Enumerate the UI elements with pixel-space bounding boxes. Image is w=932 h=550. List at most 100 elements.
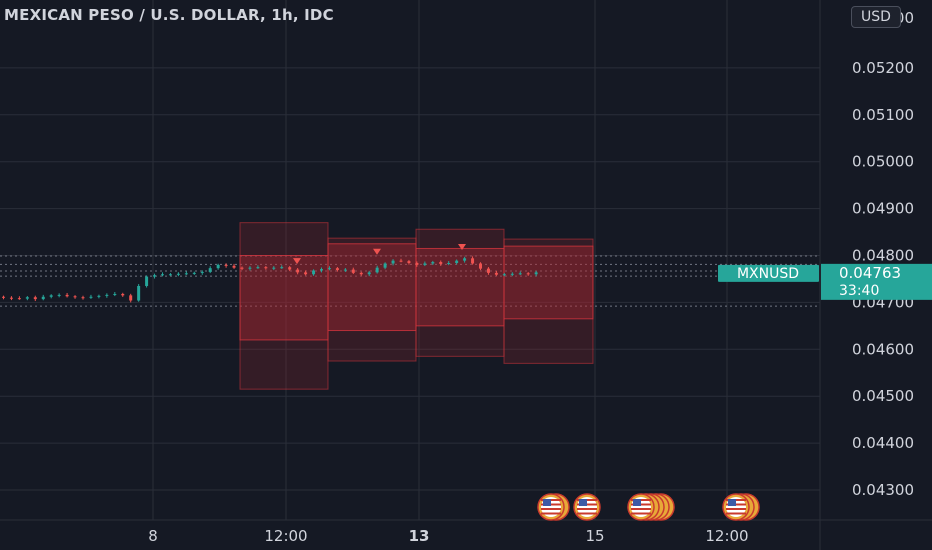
symbol-tag-label: MXNUSD [737, 266, 799, 282]
flag-stripe [577, 508, 597, 510]
candle-body [423, 263, 427, 265]
forecast-zone-outer [327, 237, 417, 362]
candle-body [200, 271, 204, 273]
candle [192, 271, 196, 275]
candle-body [248, 267, 252, 269]
bar-countdown-label: 33:40 [839, 283, 879, 299]
candle [399, 258, 403, 263]
candle [161, 272, 164, 277]
flag-stripe [631, 508, 651, 510]
candle [81, 295, 85, 300]
candle-body [415, 263, 419, 265]
candle [200, 270, 204, 275]
candle-body [320, 269, 323, 271]
currency-button[interactable]: USD [851, 6, 901, 28]
flag-stripe [541, 508, 561, 510]
candle-body [121, 293, 125, 296]
event-group[interactable] [573, 493, 601, 521]
candle-body [208, 268, 212, 272]
candle [137, 284, 141, 302]
candle [304, 270, 308, 276]
candle-body [81, 297, 85, 299]
candle-body [153, 275, 157, 277]
candle-body [288, 267, 292, 270]
y-tick-label: 0.04800 [852, 247, 914, 265]
candle-body [327, 268, 331, 270]
candle [359, 271, 363, 276]
forecast-zone[interactable] [415, 228, 505, 357]
candle-body [73, 296, 77, 298]
candle-body [383, 263, 387, 268]
candle [335, 266, 339, 272]
candle-body [65, 294, 69, 297]
sell-signal-arrow [458, 244, 466, 251]
flag-stripe [631, 512, 651, 515]
forecast-zone-outer [503, 238, 594, 364]
candle [494, 270, 498, 276]
candle-body [176, 273, 180, 275]
candle-body [272, 267, 276, 269]
candle [129, 293, 133, 303]
candle [327, 266, 331, 271]
candle [526, 272, 530, 276]
candle [471, 256, 475, 265]
event-group[interactable] [627, 493, 675, 521]
forecast-zone-inner [415, 247, 505, 327]
y-tick-label: 0.04500 [852, 387, 914, 405]
candle [153, 273, 157, 279]
candle [486, 267, 490, 275]
candle [510, 272, 514, 277]
flag-canton [633, 499, 641, 506]
candle-body [161, 274, 164, 276]
flag-stripe [726, 508, 746, 510]
last-price-tag-bg [821, 263, 932, 300]
x-tick-label: 8 [148, 527, 158, 545]
candle [57, 293, 61, 298]
x-tick-label: 12:00 [264, 527, 307, 545]
candle [256, 265, 260, 269]
candle-body [486, 268, 490, 273]
candle-body [192, 272, 196, 274]
candle [312, 269, 316, 276]
forecast-zone-outer [415, 228, 505, 357]
candle [439, 260, 443, 266]
candle-body [57, 294, 61, 296]
candle [2, 295, 5, 300]
candle-body [145, 276, 149, 286]
forecast-zone[interactable] [327, 237, 417, 362]
candle [97, 294, 101, 299]
forecast-zone[interactable] [503, 238, 594, 364]
candle [168, 273, 172, 276]
candle-body [534, 272, 538, 275]
candle [208, 266, 212, 274]
candle [41, 294, 45, 301]
candle [248, 266, 252, 271]
candle [518, 271, 522, 275]
candle [296, 268, 300, 275]
candle [343, 268, 347, 272]
us-flag-icon [541, 497, 561, 517]
candle-body [232, 265, 236, 268]
candle [224, 263, 228, 268]
event-group[interactable] [722, 493, 760, 521]
candle [73, 295, 77, 299]
candle [176, 272, 180, 277]
y-tick-label: 0.04300 [852, 481, 914, 499]
candle-body [367, 272, 371, 275]
forecast-zone-inner [327, 243, 417, 332]
forecast-zone-inner [503, 245, 594, 320]
sell-signal-arrow [293, 258, 301, 265]
candle [375, 265, 379, 274]
candle-body [240, 267, 244, 269]
forecast-zone[interactable] [239, 222, 329, 390]
candle-body [455, 260, 459, 264]
candle [423, 261, 427, 267]
candle-body [439, 262, 443, 264]
candle-body [97, 295, 101, 297]
forecast-zone-outer [239, 222, 329, 390]
candle-body [463, 258, 467, 261]
candle-body [304, 272, 308, 275]
event-group[interactable] [537, 493, 570, 521]
candle [383, 262, 387, 270]
